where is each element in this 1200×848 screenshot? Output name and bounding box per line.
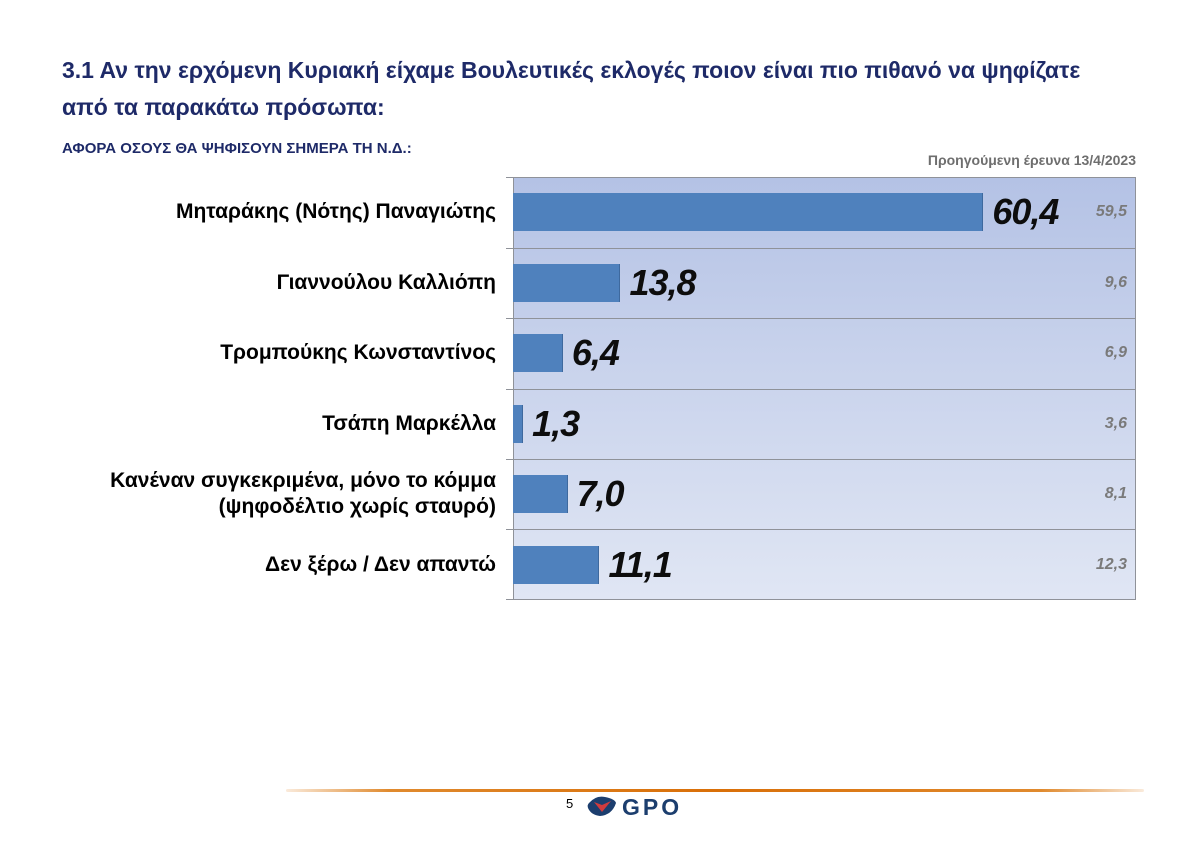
- value-label: 11,1: [608, 543, 672, 585]
- bar: [513, 404, 524, 443]
- bar-cell: 11,1 12,3: [513, 530, 1136, 601]
- chart-row: Γιαννούλου Καλλιόπη 13,8 9,6: [62, 248, 1136, 319]
- gridline: [506, 317, 1136, 319]
- bar-cell: 6,4 6,9: [513, 318, 1136, 389]
- bar: [513, 193, 984, 232]
- bar: [513, 475, 568, 514]
- category-label: Μηταράκης (Νότης) Παναγιώτης: [175, 200, 496, 224]
- category-label: Δεν ξέρω / Δεν απαντώ: [265, 552, 496, 576]
- chart-row: Τρομπούκης Κωνσταντίνος 6,4 6,9: [62, 318, 1136, 389]
- category-label: Τρομπούκης Κωνσταντίνος: [220, 341, 496, 365]
- bar-cell: 60,4 59,5: [513, 177, 1136, 248]
- gridline: [506, 529, 1136, 531]
- previous-value-label: 12,3: [1095, 555, 1127, 573]
- axis-tick: [506, 599, 513, 600]
- gridline: [506, 459, 1136, 460]
- value-label: 6,4: [571, 332, 620, 374]
- previous-value-label: 8,1: [1104, 485, 1127, 503]
- bar-cell: 7,0 8,1: [513, 459, 1136, 530]
- previous-value-label: 9,6: [1104, 273, 1127, 291]
- bar-cell: 13,8 9,6: [513, 248, 1136, 319]
- bar: [513, 334, 563, 373]
- gpo-logo-mark-icon: [587, 796, 616, 816]
- chart-rows: Μηταράκης (Νότης) Παναγιώτης 60,4 59,5 Γ…: [62, 177, 1136, 600]
- gpo-logo-text: GPO: [622, 793, 683, 820]
- axis-tick: [506, 177, 513, 178]
- chart-row: Τσάπη Μαρκέλλα 1,3 3,6: [62, 389, 1136, 460]
- previous-value-label: 59,5: [1095, 203, 1127, 221]
- gpo-logo: GPO: [586, 794, 682, 820]
- footer-divider: [286, 789, 1144, 792]
- survey-scope-note: ΑΦΟΡΑ ΟΣΟΥΣ ΘΑ ΨΗΦΙΣΟΥΝ ΣΗΜΕΡΑ ΤΗ Ν.Δ.:: [62, 140, 412, 157]
- previous-value-label: 3,6: [1104, 414, 1127, 432]
- value-label: 1,3: [532, 402, 580, 444]
- chart-row: Δεν ξέρω / Δεν απαντώ 11,1 12,3: [62, 530, 1136, 601]
- chart-row: Μηταράκης (Νότης) Παναγιώτης 60,4 59,5: [62, 177, 1136, 248]
- value-label: 13,8: [629, 261, 696, 303]
- gridline: [506, 388, 1136, 390]
- bar-chart: Μηταράκης (Νότης) Παναγιώτης 60,4 59,5 Γ…: [62, 177, 1136, 600]
- page-number: 5: [566, 796, 574, 811]
- chart-row: Κανέναν συγκεκριμένα, μόνο το κόμμα (ψηφ…: [62, 459, 1136, 530]
- bar: [513, 263, 621, 302]
- value-label: 60,4: [992, 191, 1059, 233]
- value-label: 7,0: [576, 473, 625, 515]
- bar-cell: 1,3 3,6: [513, 389, 1136, 460]
- category-label: Γιαννούλου Καλλιόπη: [276, 270, 496, 294]
- gridline: [506, 247, 1136, 249]
- previous-value-label: 6,9: [1104, 344, 1127, 362]
- category-label: Κανέναν συγκεκριμένα, μόνο το κόμμα (ψηφ…: [110, 469, 496, 519]
- previous-survey-header: Προηγούμενη έρευνα 13/4/2023: [927, 152, 1136, 168]
- category-label: Τσάπη Μαρκέλλα: [322, 411, 496, 435]
- page-title: 3.1 Αν την ερχόμενη Κυριακή είχαμε Βουλε…: [62, 57, 1081, 120]
- bar: [513, 545, 600, 584]
